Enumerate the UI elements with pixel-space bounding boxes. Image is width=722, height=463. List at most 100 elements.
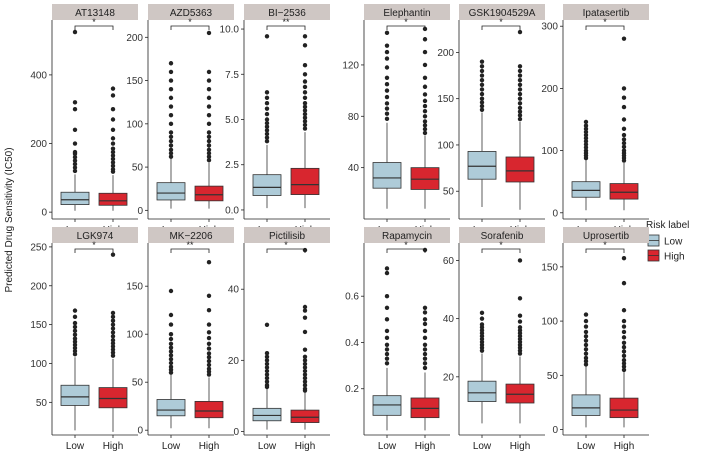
outlier-point [168,356,174,362]
outlier-point [110,163,116,169]
outlier-point [264,135,270,140]
outlier-point [110,337,116,343]
outlier-point [422,84,428,89]
panel-lgk974: LGK974 50 100 150 200 250 * Low High [30,227,138,452]
outlier-point [168,147,174,152]
significance-bracket [74,248,114,253]
outlier-point [206,358,212,364]
outlier-point [110,86,116,91]
outlier-point [422,119,428,124]
x-tick-label: High [415,441,436,452]
box-low [571,312,601,428]
outlier-point [110,318,116,323]
outlier-point [168,134,174,140]
outlier-point [479,59,485,64]
outlier-point [302,358,308,363]
panel-strip [52,4,138,20]
box-iqr [609,397,639,419]
outlier-point [302,304,308,310]
outlier-point [583,334,589,339]
outlier-point [479,64,485,69]
outlier-point [384,347,390,352]
outlier-point [168,332,174,337]
panel-title: Elephantin [383,8,430,19]
significance-label: * [499,17,503,27]
x-tick-label: Low [378,441,397,452]
panel-strip [244,227,330,243]
outlier-point [479,103,485,109]
outlier-point [479,316,485,321]
box-low [252,34,282,209]
outlier-point [422,37,428,42]
outlier-point [384,116,390,122]
outlier-point [168,104,174,109]
outlier-point [479,82,485,87]
outlier-point [206,330,212,335]
outlier-point [384,270,390,276]
outlier-point [583,312,589,317]
y-tick-label: 150 [437,94,454,105]
outlier-point [479,73,485,78]
significance-bracket [266,25,306,30]
panel-strip [52,227,138,243]
outlier-point [517,116,523,122]
outlier-point [621,344,627,350]
outlier-point [264,139,270,144]
outlier-point [302,386,308,391]
panel-title: Uprosertib [583,231,630,242]
box-high [290,34,320,209]
box-iqr [467,380,497,402]
y-tick-label: 0.6 [345,292,359,303]
significance-bracket [481,248,521,253]
outlier-point [110,344,116,349]
outlier-point [168,360,174,366]
significance-label: * [603,17,607,27]
panel-title: AZD5363 [170,8,213,19]
outlier-point [264,379,270,384]
outlier-point [621,318,627,324]
outlier-point [72,149,78,155]
outlier-point [206,154,212,159]
outlier-point [583,347,589,352]
outlier-point [110,341,116,346]
outlier-point [302,379,308,384]
box-high [98,86,128,211]
outlier-point [302,104,308,110]
outlier-point [110,314,116,320]
outlier-point [621,329,627,335]
y-tick-label: 100 [126,119,143,130]
outlier-point [302,90,308,95]
significance-label: * [188,17,192,27]
outlier-point [206,95,212,101]
y-tick-label: 0 [552,425,558,436]
y-tick-label: 100 [541,317,558,328]
outlier-point [206,355,212,360]
outlier-point [583,324,589,329]
outlier-point [517,29,523,35]
outlier-point [72,161,78,167]
panel-strip [364,4,450,20]
outlier-point [517,77,523,83]
box-iqr [290,167,320,195]
box-low [467,310,497,424]
outlier-point [479,68,485,74]
y-tick-label: 0 [137,426,143,437]
box-high [98,252,128,432]
outlier-point [621,144,627,150]
outlier-point [302,79,308,84]
outlier-point [206,147,212,152]
box-high [410,247,440,431]
x-tick-label: High [295,441,316,452]
outlier-point [422,328,428,334]
y-axis-label: Predicted Drug Sensitivity (IC50) [4,147,15,292]
outlier-point [621,95,627,100]
panel-strip [148,4,234,20]
significance-bracket [481,25,521,30]
outlier-point [422,103,428,109]
significance-bracket [170,25,210,30]
outlier-point [302,308,308,313]
outlier-point [384,356,390,361]
panel-strip [563,227,649,243]
